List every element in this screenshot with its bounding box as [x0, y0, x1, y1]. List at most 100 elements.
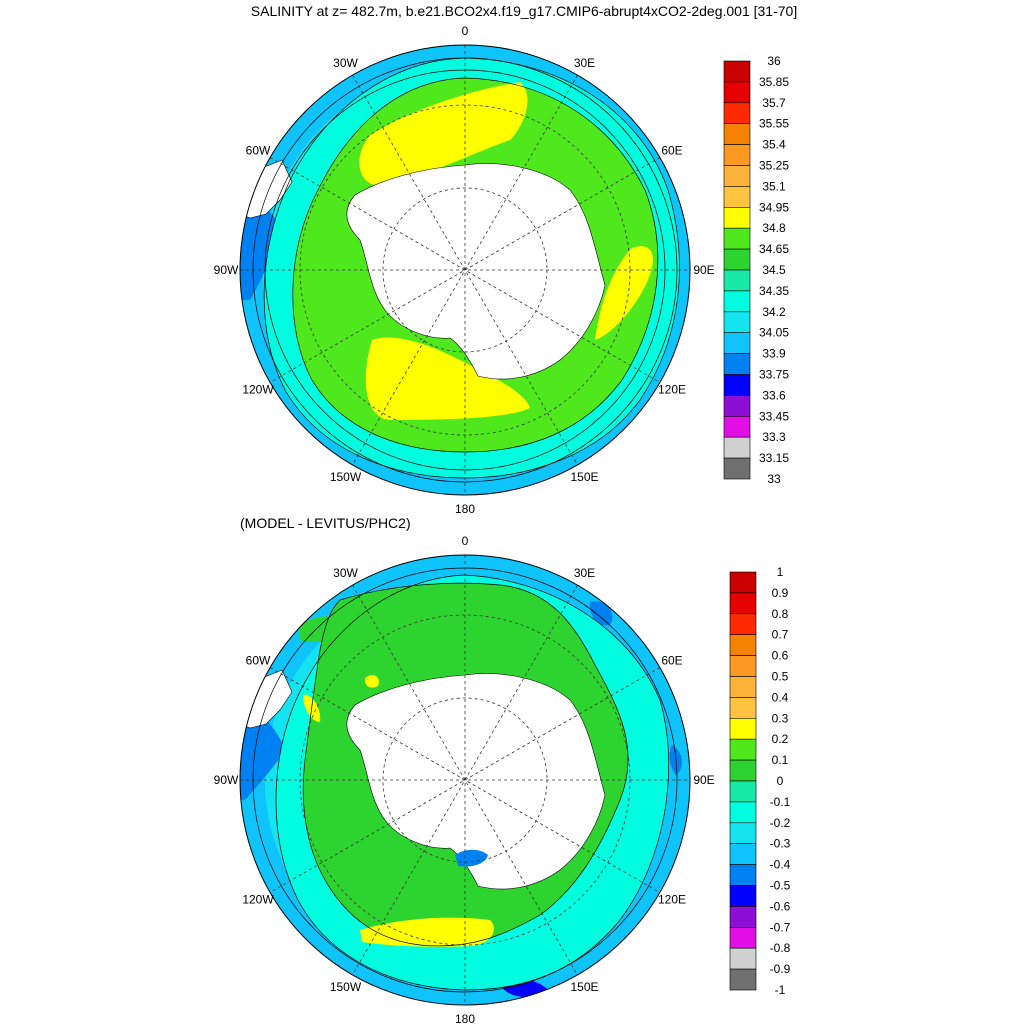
colorbar-salinity: 36 35.85 35.7 35.55 35.4 35.25 35.1 34.95 34.8 34…	[723, 54, 789, 486]
colorbar-swatch	[729, 947, 757, 970]
lon-label: 120W	[242, 893, 274, 907]
colorbar-swatch	[723, 353, 751, 375]
colorbar-swatch	[729, 968, 757, 991]
colorbar-label: 33.45	[759, 409, 789, 423]
colorbar-swatch	[729, 780, 757, 803]
colorbar-label: 0.7	[772, 628, 789, 642]
colorbar-label: 0.4	[772, 690, 789, 704]
colorbar-swatch	[723, 332, 751, 354]
colorbar-swatch	[723, 207, 751, 229]
colorbar-swatch	[729, 885, 757, 907]
colorbar-swatch	[729, 822, 757, 844]
colorbar-label: 0.6	[772, 649, 789, 663]
colorbar-swatch	[729, 592, 757, 615]
colorbar-swatch	[723, 457, 751, 480]
colorbar-swatch	[723, 123, 751, 145]
colorbar-swatch	[723, 374, 751, 396]
colorbar-label: 33.6	[762, 388, 786, 402]
lon-label: 60E	[661, 144, 682, 158]
colorbar-label: 33	[767, 472, 781, 486]
lon-label: 90W	[214, 773, 239, 787]
lon-label: 90E	[693, 263, 714, 277]
colorbar-label: 0.8	[772, 607, 789, 621]
lon-label: 150E	[570, 470, 598, 484]
graticule	[240, 45, 690, 495]
colorbar-difference: 1 0.9 0.8 0.7 0.6 0.5 0.4 0.3 0.2 0.1 0 -0.1 -0.2 -0.…	[729, 565, 791, 997]
colorbar-label: 34.05	[759, 326, 789, 340]
colorbar-swatch	[729, 697, 757, 719]
map-border	[239, 554, 691, 1006]
colorbar-swatch	[729, 906, 757, 928]
longitude-labels: 0 30E 60E 90E 120E 150E 180 150W 120W 90W 60W 30W	[214, 534, 715, 1024]
lon-label: 30E	[574, 56, 595, 70]
colorbar-label: -1	[775, 983, 786, 997]
colorbar-swatch	[723, 144, 751, 166]
blue-patch-ross	[455, 849, 488, 867]
colorbar-label: -0.1	[770, 795, 791, 809]
colorbar-label: 34.5	[762, 263, 786, 277]
lon-label: 150W	[330, 980, 362, 994]
colorbar-label: 0	[777, 774, 784, 788]
colorbar-label: 33.75	[759, 368, 789, 382]
antarctica-land	[346, 673, 606, 890]
green-patch-nw	[300, 616, 345, 642]
colorbar-swatch	[723, 186, 751, 208]
lon-label: 120W	[242, 383, 274, 397]
colorbar-swatch	[729, 717, 757, 740]
colorbar-label: 34.65	[759, 242, 789, 256]
colorbar-swatch	[729, 571, 757, 594]
lon-label: 30E	[574, 566, 595, 580]
graticule	[240, 555, 690, 1005]
lon-label: 60E	[661, 654, 682, 668]
colorbar-label: 33.9	[762, 347, 786, 361]
colorbar-label: 0.2	[772, 732, 789, 746]
lon-label: 0	[462, 534, 469, 548]
colorbar-swatch	[723, 269, 751, 292]
colorbar-swatch	[723, 290, 751, 313]
colorbar-swatch	[723, 102, 751, 125]
colorbar-label: 34.2	[762, 305, 786, 319]
map-panel-difference: 0 30E 60E 90E 120E 150E 180 150W 120W 90W 60W 30W	[214, 534, 715, 1024]
colorbar-label: 34.35	[759, 284, 789, 298]
lon-label: 150W	[330, 470, 362, 484]
yellow-blob-small	[364, 675, 379, 688]
antarctica-land	[346, 163, 606, 380]
colorbar-swatch	[723, 165, 751, 187]
colorbar-swatch	[729, 864, 757, 886]
colorbar-label: 35.85	[759, 75, 789, 89]
colorbar-swatch	[729, 613, 757, 635]
lon-label: 120E	[658, 383, 686, 397]
colorbar-label: 0.5	[772, 670, 789, 684]
blue-patch-ne	[589, 601, 613, 626]
colorbar-swatch	[729, 634, 757, 656]
colorbar-label: 36	[767, 54, 781, 68]
colorbar-label: 35.1	[762, 179, 786, 193]
yellow-blob-south	[365, 337, 530, 420]
lon-label: 60W	[246, 144, 271, 158]
colorbar-label: 34.8	[762, 221, 786, 235]
colorbar-swatch	[729, 926, 757, 949]
lon-label: 180	[455, 1012, 475, 1024]
colorbar-label: -0.4	[770, 858, 791, 872]
colorbar-label: 35.4	[762, 138, 786, 152]
colorbar-label: 33.3	[762, 430, 786, 444]
colorbar-label: 1	[777, 565, 784, 579]
colorbar-label: -0.9	[770, 962, 791, 976]
colorbar-label: 35.7	[762, 96, 786, 110]
colorbar-label: 0.3	[772, 711, 789, 725]
lon-label: 120E	[658, 893, 686, 907]
lon-label: 60W	[246, 654, 271, 668]
colorbar-label: 35.55	[759, 117, 789, 131]
colorbar-swatch	[723, 60, 751, 83]
colorbar-label: -0.2	[770, 816, 791, 830]
colorbar-swatch	[723, 436, 751, 459]
colorbar-label: 33.15	[759, 451, 789, 465]
lon-label: 150E	[570, 980, 598, 994]
colorbar-label: -0.7	[770, 920, 791, 934]
colorbar-label: -0.5	[770, 879, 791, 893]
colorbar-swatch	[729, 655, 757, 677]
blue-patch-e	[669, 745, 682, 775]
colorbar-label: -0.8	[770, 941, 791, 955]
colorbar-swatch	[729, 676, 757, 698]
